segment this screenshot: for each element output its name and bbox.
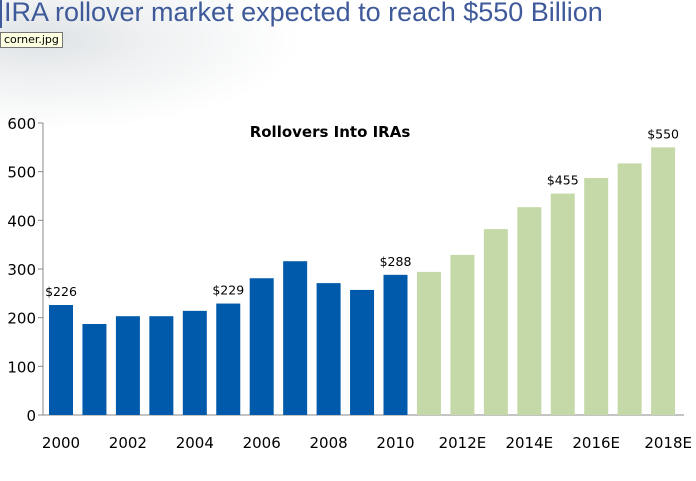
- bar-2016E: [584, 177, 609, 415]
- y-tick-label: 200: [7, 310, 36, 328]
- chart-title: Rollovers Into IRAs: [250, 123, 411, 141]
- y-tick-label: 400: [7, 212, 36, 230]
- tooltip: corner.jpg: [0, 32, 63, 48]
- bar-2012E: [450, 254, 475, 415]
- bar-2003: [149, 316, 174, 415]
- bar-2013E: [483, 229, 508, 415]
- data-label: $455: [547, 173, 579, 188]
- x-tick-label: 2008: [310, 434, 348, 452]
- bar-2015E: [550, 193, 575, 415]
- bar-2008: [316, 283, 341, 415]
- bar-2009: [350, 289, 375, 415]
- y-tick-label: 300: [7, 261, 36, 279]
- bar-2017E: [617, 163, 642, 415]
- x-tick-label: 2010: [376, 434, 414, 452]
- x-tick-label: 2014E: [505, 434, 553, 452]
- y-tick-label: 0: [26, 407, 36, 425]
- y-tick-label: 600: [7, 115, 36, 133]
- bar-2004: [182, 310, 207, 415]
- bar-2007: [283, 261, 308, 415]
- data-label: $226: [45, 284, 77, 299]
- x-tick-label: 2006: [243, 434, 281, 452]
- x-tick-label: 2002: [109, 434, 147, 452]
- data-label: $550: [647, 126, 679, 141]
- bar-2001: [82, 323, 107, 415]
- y-tick-label: 100: [7, 358, 36, 376]
- bar-2014E: [517, 207, 542, 415]
- x-tick-label: 2018E: [644, 434, 692, 452]
- bar-2005: [216, 303, 241, 415]
- bar-2002: [115, 316, 140, 415]
- bar-2006: [249, 278, 274, 415]
- bar-2010: [383, 274, 408, 415]
- x-tick-label: 2004: [176, 434, 214, 452]
- data-label: $229: [212, 283, 244, 298]
- y-tick-label: 500: [7, 164, 36, 182]
- bar-2000: [49, 305, 73, 415]
- x-tick-label: 2000: [42, 434, 80, 452]
- x-tick-label: 2012E: [439, 434, 487, 452]
- data-label: $288: [380, 254, 412, 269]
- bar-2011: [416, 271, 441, 415]
- bar-2018E: [651, 147, 676, 416]
- slide-background: [0, 0, 696, 140]
- slide-title: IRA rollover market expected to reach $5…: [0, 0, 603, 28]
- x-tick-label: 2016E: [572, 434, 620, 452]
